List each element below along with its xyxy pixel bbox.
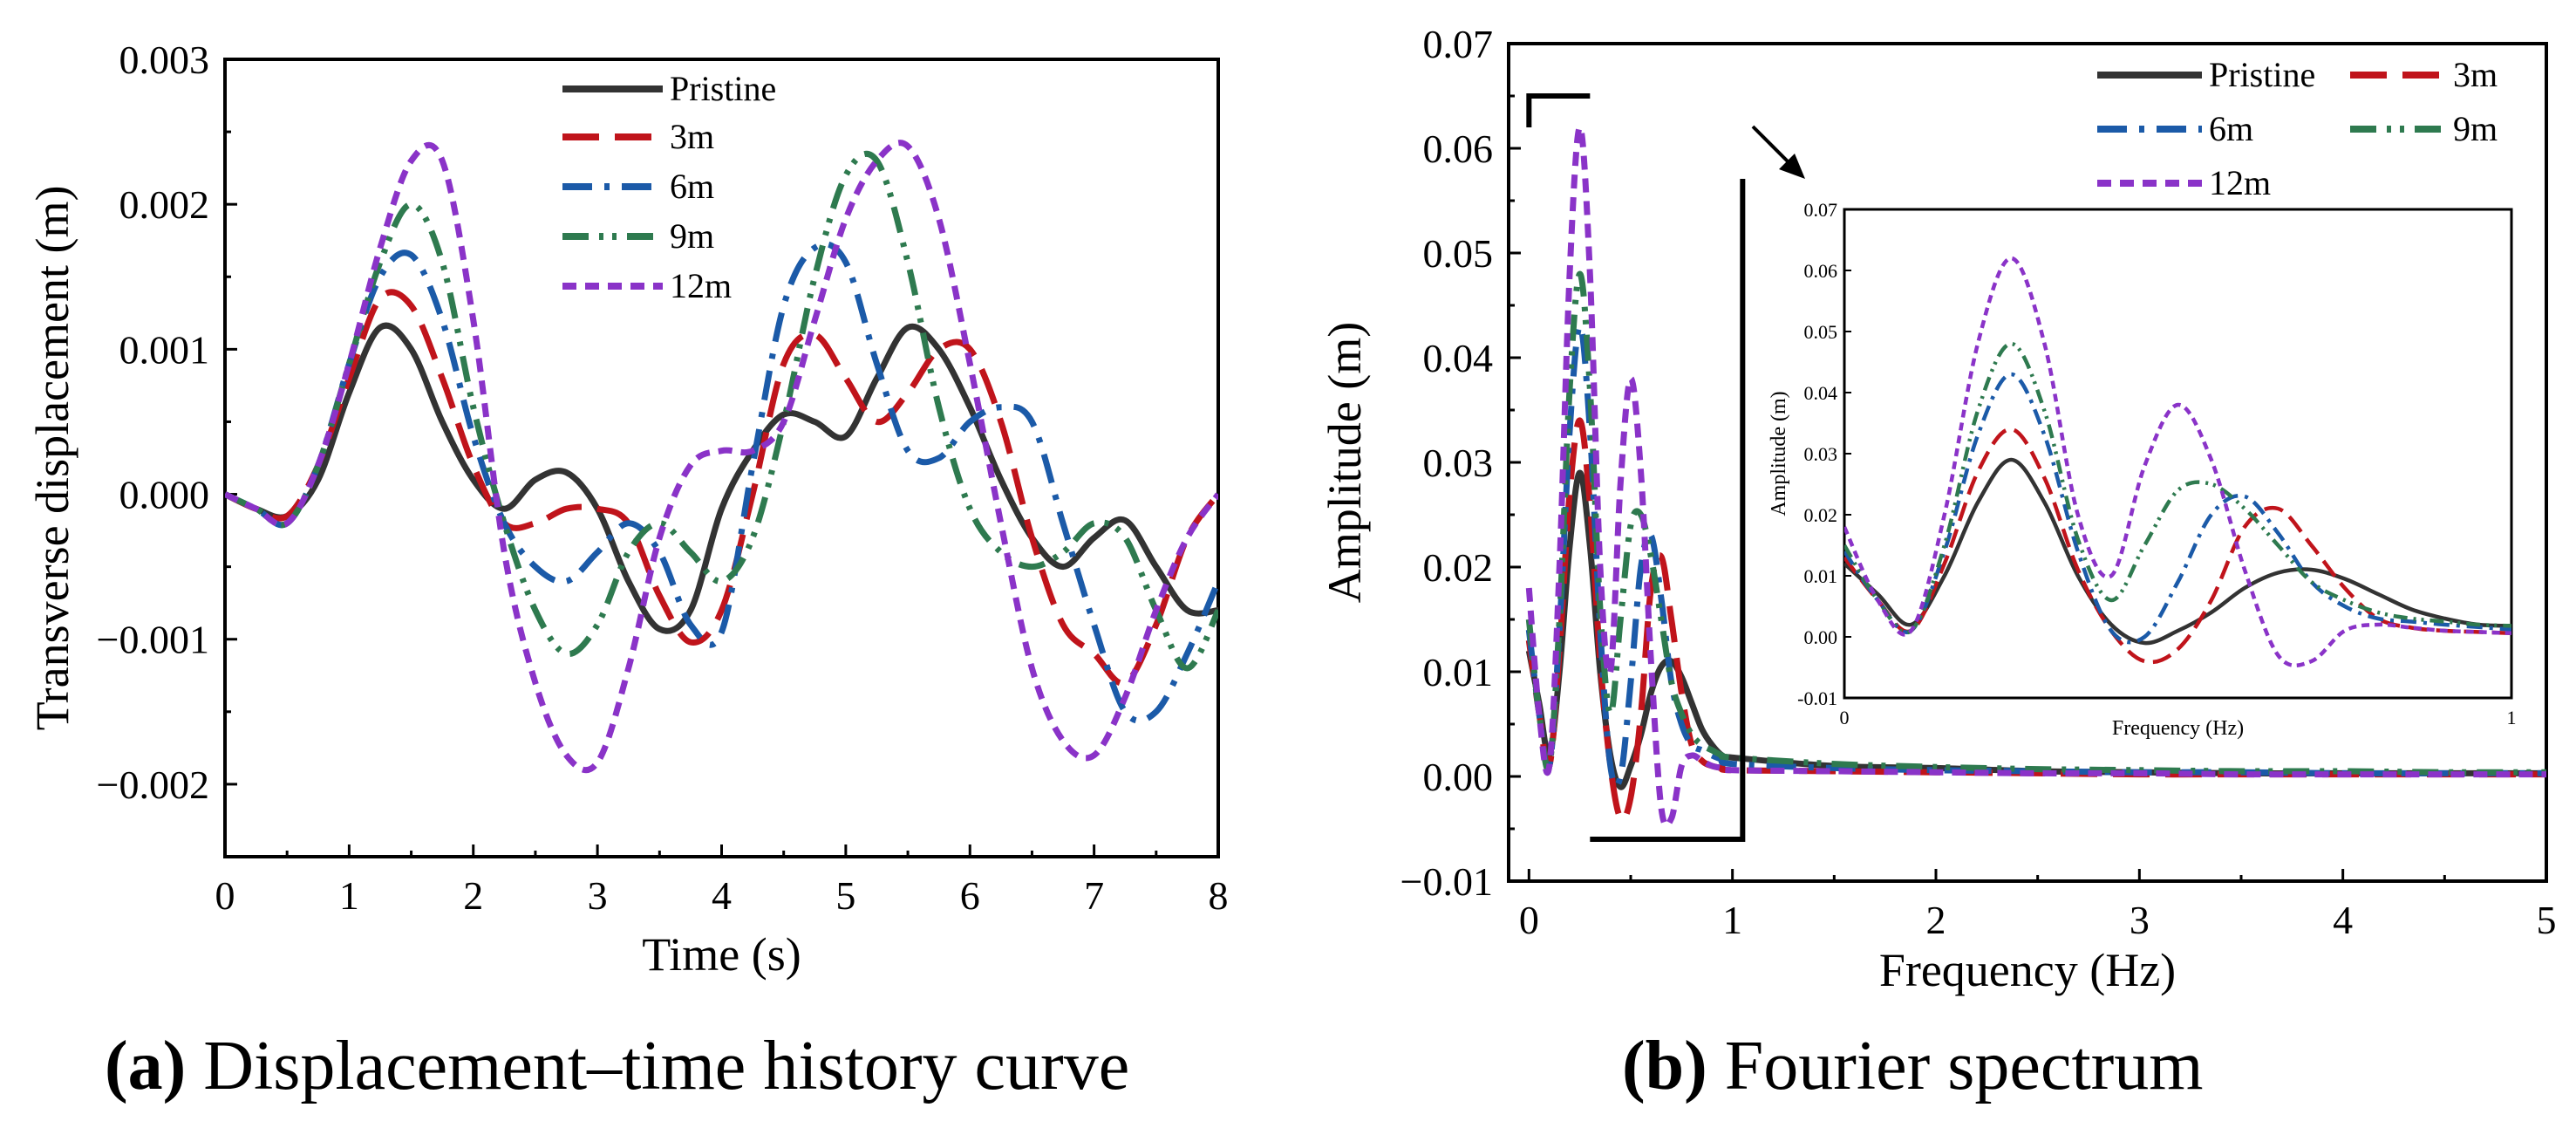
a-series-line-pristine bbox=[225, 322, 1218, 634]
b-legend-label-6m: 6m bbox=[2209, 109, 2253, 148]
a-legend-label-9m: 9m bbox=[670, 216, 714, 256]
a-series-line-12m bbox=[225, 140, 1218, 774]
a-x-axis-title: Time (s) bbox=[642, 928, 801, 981]
a-series-line-3m bbox=[225, 289, 1218, 687]
b-x-tick-label: 4 bbox=[2333, 898, 2353, 942]
b-inset-y-tick-label: 0.05 bbox=[1804, 321, 1838, 343]
a-y-tick-label: −0.001 bbox=[97, 618, 209, 662]
b-x-axis-title: Frequency (Hz) bbox=[1879, 944, 2176, 996]
b-y-tick-label: 0.01 bbox=[1423, 650, 1494, 694]
b-zoom-bracket-bottom bbox=[1590, 179, 1746, 842]
a-x-tick-label: 3 bbox=[588, 873, 608, 918]
b-inset-y-tick-label: 0.02 bbox=[1804, 504, 1838, 526]
b-inset-series-line-6m bbox=[1844, 372, 2511, 645]
b-inset-y-tick-label: -0.01 bbox=[1797, 687, 1837, 709]
b-inset-x-tick-label: 0 bbox=[1840, 707, 1850, 728]
b-inset-background bbox=[1844, 209, 2511, 698]
a-x-tick-label: 2 bbox=[463, 873, 483, 918]
a-y-axis-title: Transverse displacement (m) bbox=[26, 186, 78, 731]
a-legend-label-pristine: Pristine bbox=[670, 69, 776, 108]
b-y-tick-label: −0.01 bbox=[1400, 859, 1493, 904]
caption-b-text: Fourier spectrum bbox=[1725, 1028, 2204, 1104]
a-y-tick-label: 0.000 bbox=[119, 473, 210, 517]
b-series-group bbox=[1525, 124, 2546, 829]
b-y-tick-label: 0.04 bbox=[1423, 336, 1494, 380]
a-legend-label-3m: 3m bbox=[670, 117, 714, 156]
a-legend-label-6m: 6m bbox=[670, 167, 714, 206]
b-y-tick-label: 0.06 bbox=[1423, 126, 1494, 171]
a-x-tick-label: 5 bbox=[835, 873, 855, 918]
b-inset-x-tick-label: 1 bbox=[2507, 707, 2517, 728]
b-inset-series-line-pristine bbox=[1844, 457, 2511, 646]
a-y-tick-label: −0.002 bbox=[97, 762, 209, 807]
b-x-tick-label: 2 bbox=[1926, 898, 1946, 942]
a-y-tick-label: 0.003 bbox=[119, 38, 210, 82]
panel-a-displacement-chart: 0 1 2 3 4 5 6 7 8 −0.002 −0.001 0.000 0.001 0.002 0.00… bbox=[26, 38, 1229, 981]
b-zoom-arrow-head bbox=[1779, 154, 1805, 179]
a-plot-frame bbox=[223, 58, 1220, 858]
b-legend-label-pristine: Pristine bbox=[2209, 55, 2315, 94]
b-inset-y-tick-label: 0.00 bbox=[1804, 626, 1838, 648]
b-x-tick-label: 1 bbox=[1722, 898, 1742, 942]
a-x-tick-label: 0 bbox=[215, 873, 235, 918]
b-x-tick-label: 3 bbox=[2130, 898, 2150, 942]
a-series-line-9m bbox=[225, 150, 1218, 672]
b-inset-y-axis-title: Amplitude (m) bbox=[1768, 391, 1790, 516]
svg-text:(b) Fourier spectrum: (b) Fourier spectrum bbox=[1622, 1028, 2204, 1104]
a-series-group bbox=[225, 140, 1218, 774]
b-zoom-bracket-top bbox=[1526, 93, 1591, 127]
a-x-tick-label: 8 bbox=[1209, 873, 1229, 918]
a-y-tick-label: 0.001 bbox=[119, 327, 210, 372]
b-y-tick-label: 0.00 bbox=[1423, 755, 1494, 799]
b-legend-label-9m: 9m bbox=[2453, 109, 2498, 148]
svg-text:(a) Displacement–time history: (a) Displacement–time history curve bbox=[105, 1028, 1129, 1104]
b-inset-series-line-12m bbox=[1844, 256, 2511, 668]
b-inset-y-tick-label: 0.01 bbox=[1804, 565, 1838, 587]
b-inset-x-axis-title: Frequency (Hz) bbox=[2112, 717, 2244, 740]
b-y-tick-label: 0.05 bbox=[1423, 231, 1494, 276]
a-x-tick-label: 6 bbox=[960, 873, 980, 918]
b-inset: 0 1 -0.01 0.00 0.01 0.02 0.03 0.04 0.05 0.06 0.07 F… bbox=[1768, 199, 2517, 740]
caption-a-text: Displacement–time history curve bbox=[203, 1028, 1129, 1104]
b-y-tick-label: 0.07 bbox=[1423, 22, 1494, 66]
a-y-tick-label: 0.002 bbox=[119, 182, 210, 227]
b-series-line-9m bbox=[1525, 270, 2546, 776]
caption-a: (a) Displacement–time history curve bbox=[105, 1028, 1129, 1104]
caption-a-letter: a bbox=[128, 1028, 163, 1104]
b-y-axis-title: Amplitude (m) bbox=[1319, 322, 1371, 603]
a-x-tick-label: 1 bbox=[339, 873, 359, 918]
b-inset-y-tick-label: 0.06 bbox=[1804, 260, 1838, 282]
b-series-line-6m bbox=[1525, 323, 2546, 790]
a-x-tick-label: 4 bbox=[712, 873, 732, 918]
b-zoom-arrow-shaft bbox=[1751, 125, 1794, 168]
b-series-line-12m bbox=[1525, 124, 2546, 829]
b-series-line-3m bbox=[1525, 417, 2546, 824]
b-legend-label-3m: 3m bbox=[2453, 55, 2498, 94]
b-inset-series-group bbox=[1844, 256, 2511, 668]
a-legend-label-12m: 12m bbox=[670, 266, 732, 305]
b-inset-y-tick-label: 0.04 bbox=[1804, 382, 1838, 404]
a-x-tick-label: 7 bbox=[1084, 873, 1104, 918]
b-legend-label-12m: 12m bbox=[2209, 163, 2271, 202]
caption-b-letter: b bbox=[1646, 1028, 1685, 1104]
b-y-tick-label: 0.03 bbox=[1423, 441, 1494, 485]
b-x-tick-label: 5 bbox=[2537, 898, 2557, 942]
panel-b-fourier-chart: 0 1 2 3 4 5−0.010.000.010.020.030.040.050.060… bbox=[1319, 22, 2557, 996]
b-y-tick-label: 0.02 bbox=[1423, 545, 1494, 590]
b-x-tick-label: 0 bbox=[1519, 898, 1539, 942]
caption-b: (b) Fourier spectrum bbox=[1622, 1028, 2204, 1104]
b-inset-y-tick-label: 0.03 bbox=[1804, 443, 1838, 465]
b-inset-y-tick-label: 0.07 bbox=[1804, 199, 1838, 221]
